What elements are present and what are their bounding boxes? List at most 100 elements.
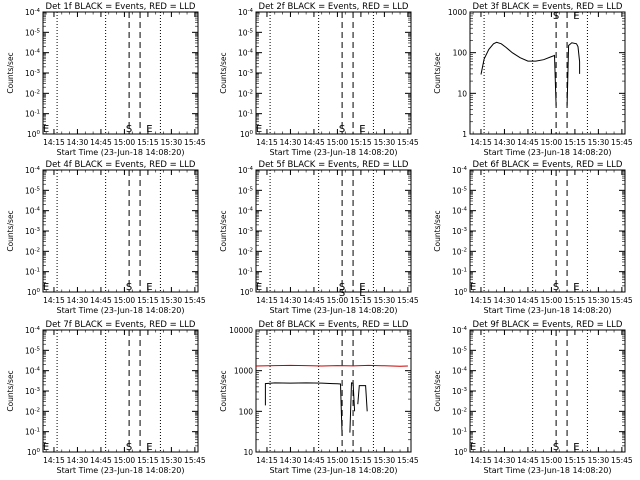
x-axis-label: Start Time (23-Jun-18 14:08:20) (270, 306, 398, 315)
x-tick-label: 15:45 (397, 296, 419, 305)
y-tick-label: 10-3 (25, 387, 41, 396)
x-tick-label: 15:00 (114, 296, 136, 305)
detector-panel-3: Det 3f BLACK = Events, RED = LLD 1 10 100 10… (433, 2, 633, 157)
y-tick-label: 1000 (234, 367, 253, 376)
y-tick-label: 1000 (448, 8, 467, 17)
x-tick-label: 15:45 (397, 456, 419, 465)
plot-frame (255, 329, 412, 453)
y-tick-label: 10-3 (452, 387, 468, 396)
x-tick-label: 14:45 (517, 138, 539, 147)
x-axis-label: Start Time (23-Jun-18 14:08:20) (57, 306, 185, 315)
detector-panel-4: Det 4f BLACK = Events, RED = LLD 100 10-1 1… (6, 160, 206, 315)
start-marker: S (126, 124, 132, 135)
y-tick-label: 10-4 (452, 207, 468, 216)
x-tick-label: 15:15 (350, 456, 372, 465)
x-axis-label: Start Time (23-Jun-18 14:08:20) (484, 306, 612, 315)
end-marker: E (470, 282, 476, 293)
y-tick-label: 10-1 (25, 110, 40, 119)
start-marker: S (126, 282, 132, 293)
x-tick-label: 15:00 (114, 138, 136, 147)
plot-frame (42, 11, 199, 135)
y-tick-label: 10-4 (238, 8, 254, 17)
y-tick-label: 10-5 (452, 346, 468, 355)
end-marker: E (256, 124, 262, 135)
detector-panel-9: Det 9f BLACK = Events, RED = LLD 100 10-1 1… (433, 320, 633, 475)
series-line (264, 382, 343, 436)
end-marker: E (43, 442, 49, 453)
detector-panel-8: Det 8f BLACK = Events, RED = LLD 10 100 100… (219, 288, 419, 475)
x-tick-label: 15:45 (611, 296, 633, 305)
end-marker: E (359, 124, 365, 135)
y-tick-label: 10-5 (238, 186, 254, 195)
x-tick-label: 15:45 (184, 138, 206, 147)
y-tick-label: 10-1 (25, 268, 40, 277)
y-axis-label: Counts/sec (219, 52, 228, 93)
x-tick-label: 14:45 (517, 296, 539, 305)
detector-panel-5: Det 5f BLACK = Events, RED = LLD 100 10-1 1… (219, 160, 419, 315)
x-tick-label: 15:45 (184, 296, 206, 305)
x-tick-label: 14:15 (43, 456, 65, 465)
end-marker: E (359, 282, 365, 293)
y-tick-label: 100 (240, 130, 254, 139)
y-axis-label: Counts/sec (219, 210, 228, 251)
y-tick-label: 10-3 (452, 227, 468, 236)
x-tick-label: 15:00 (541, 456, 563, 465)
series-line (255, 364, 408, 367)
y-tick-label: 10-4 (238, 166, 254, 175)
y-tick-label: 10-5 (238, 28, 254, 37)
x-tick-label: 15:30 (588, 456, 610, 465)
panel-title: Det 6f BLACK = Events, RED = LLD (473, 160, 623, 170)
x-axis-label: Start Time (23-Jun-18 14:08:20) (57, 148, 185, 157)
y-axis-label: Counts/sec (6, 52, 15, 93)
x-tick-label: 15:30 (588, 296, 610, 305)
panel-title: Det 8f BLACK = Events, RED = LLD (259, 320, 409, 330)
y-tick-label: 10-3 (25, 227, 41, 236)
detector-panel-7: Det 7f BLACK = Events, RED = LLD 100 10-1 1… (6, 320, 206, 475)
y-tick-label: 10-3 (238, 69, 254, 78)
plot-frame (469, 329, 626, 453)
x-tick-label: 15:30 (161, 456, 183, 465)
x-tick-label: 14:30 (67, 456, 89, 465)
x-tick-label: 14:45 (90, 456, 112, 465)
x-tick-label: 15:00 (327, 456, 349, 465)
x-tick-label: 14:30 (280, 296, 302, 305)
y-tick-label: 10-4 (25, 367, 41, 376)
y-axis-label: Counts/sec (433, 52, 442, 93)
end-marker: E (146, 282, 152, 293)
y-tick-label: 10-4 (452, 367, 468, 376)
y-tick-label: 10-4 (25, 207, 41, 216)
end-marker: E (43, 282, 49, 293)
x-tick-label: 14:30 (67, 296, 89, 305)
x-tick-label: 14:15 (256, 456, 278, 465)
x-tick-label: 15:00 (327, 138, 349, 147)
start-marker: S (553, 282, 559, 293)
y-tick-label: 10-4 (238, 207, 254, 216)
y-axis-label: Counts/sec (6, 210, 15, 251)
x-tick-label: 14:15 (470, 138, 492, 147)
x-tick-label: 14:15 (470, 296, 492, 305)
y-tick-label: 10-2 (238, 247, 253, 256)
y-tick-label: 100 (27, 288, 41, 297)
x-tick-label: 14:45 (90, 296, 112, 305)
y-tick-label: 10-2 (452, 407, 467, 416)
y-tick-label: 1 (462, 130, 467, 139)
plot-frame (255, 169, 412, 293)
y-tick-label: 10-4 (452, 326, 468, 335)
panel-title: Det 4f BLACK = Events, RED = LLD (46, 160, 196, 170)
y-tick-label: 100 (453, 49, 468, 58)
panel-title: Det 1f BLACK = Events, RED = LLD (46, 2, 196, 12)
y-tick-label: 10000 (229, 326, 253, 335)
y-tick-label: 10-2 (25, 407, 40, 416)
y-tick-label: 10-2 (25, 247, 40, 256)
y-tick-label: 10-5 (452, 186, 468, 195)
end-marker: E (146, 442, 152, 453)
y-tick-label: 10-1 (452, 268, 467, 277)
x-tick-label: 15:00 (327, 296, 349, 305)
y-tick-label: 100 (240, 288, 254, 297)
y-tick-label: 10-4 (25, 49, 41, 58)
x-tick-label: 14:30 (280, 138, 302, 147)
x-tick-label: 14:30 (67, 138, 89, 147)
plot-frame (469, 11, 626, 135)
start-marker: S (553, 11, 559, 22)
